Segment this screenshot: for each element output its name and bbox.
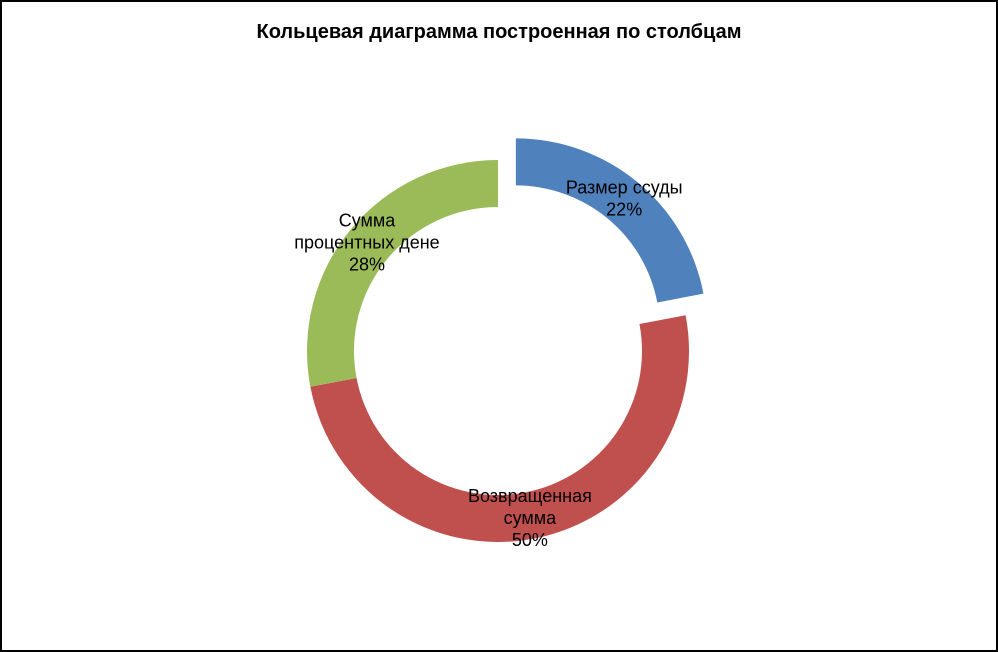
doughnut-slices	[306, 138, 704, 543]
data-label-line: 50%	[512, 530, 548, 550]
data-label-line: Сумма	[339, 211, 397, 231]
data-label-line: 28%	[349, 255, 385, 275]
data-label-3: Сумма процентных дене 28%	[294, 211, 439, 275]
data-label-line: 22%	[606, 199, 642, 219]
data-label-line: сумма	[504, 508, 558, 528]
data-label-line: процентных дене	[294, 233, 439, 253]
doughnut-labels: Размер ссуды 22% Возвращенная сумма 50% Сумма…	[294, 177, 682, 550]
chart-title: Кольцевая диаграмма построенная по столб…	[256, 21, 742, 43]
data-label-1: Размер ссуды 22%	[566, 177, 683, 219]
data-label-line: Размер ссуды	[566, 177, 683, 197]
doughnut-slice-1	[515, 138, 704, 303]
doughnut-slice-2	[310, 315, 690, 543]
data-label-2: Возвращенная сумма 50%	[468, 486, 592, 550]
doughnut-slice-3	[306, 160, 498, 387]
data-label-line: Возвращенная	[468, 486, 592, 506]
